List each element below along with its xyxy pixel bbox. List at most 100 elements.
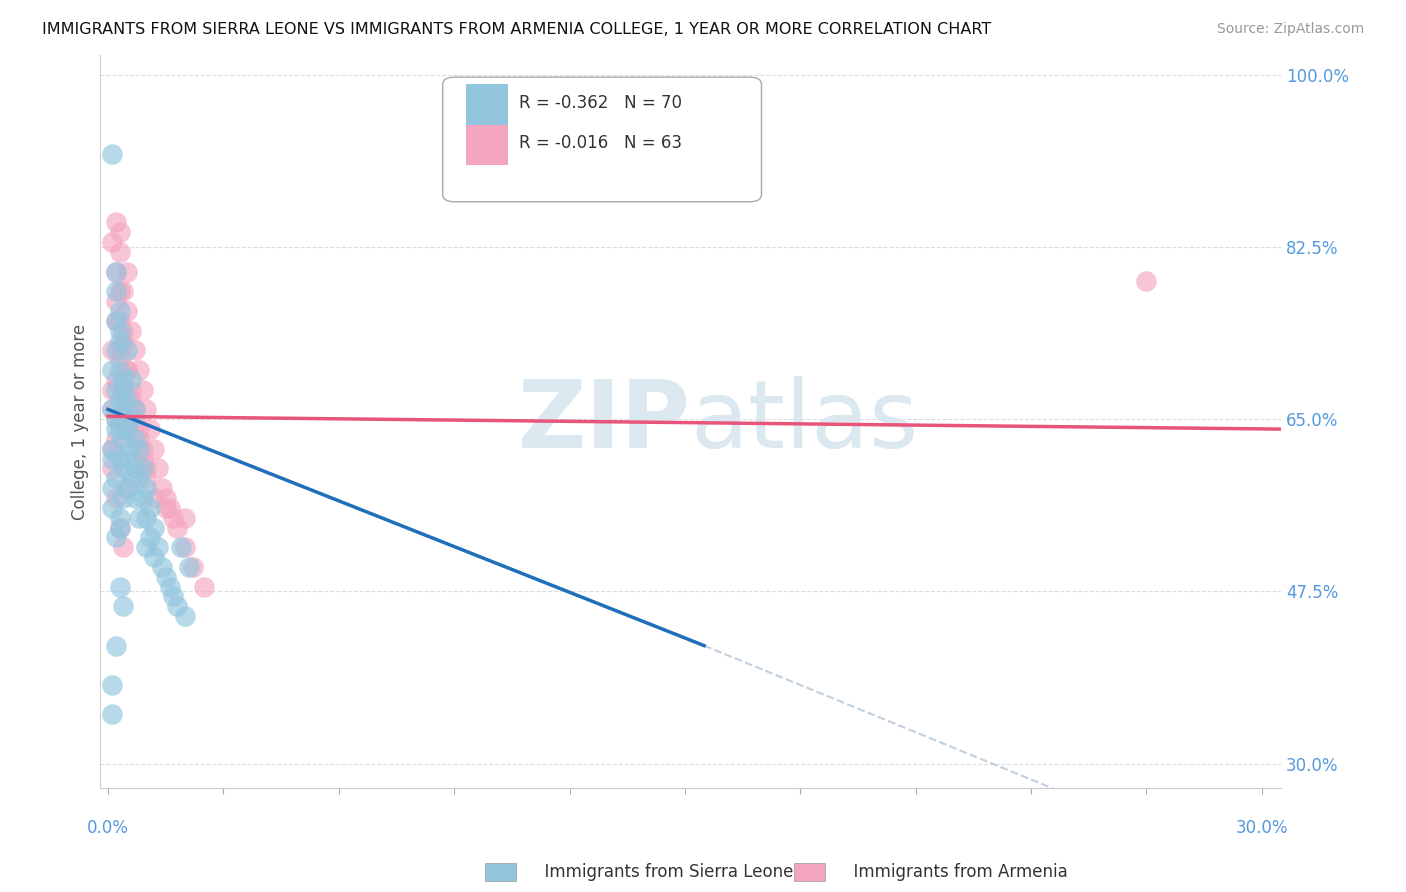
Point [104,215,127,229]
Point [104,314,127,328]
Point [120,442,142,456]
Text: R = -0.362   N = 70: R = -0.362 N = 70 [519,94,682,112]
Point [139,422,162,436]
Point [104,294,127,309]
Point [135,481,157,495]
Point [104,314,127,328]
Point [101,442,124,456]
Point [117,422,139,436]
Point [117,304,139,318]
Text: R = -0.016   N = 63: R = -0.016 N = 63 [519,134,682,153]
Point [104,530,127,544]
Point [108,225,131,239]
Point [146,540,169,554]
Point [101,146,124,161]
Point [166,520,188,534]
Point [108,314,131,328]
Point [135,471,157,485]
Point [101,451,124,466]
Text: Immigrants from Sierra Leone: Immigrants from Sierra Leone [492,863,793,881]
Point [104,471,127,485]
Point [108,324,131,338]
Point [112,402,135,417]
Text: 0.0%: 0.0% [87,819,129,837]
Point [131,442,153,456]
Point [124,343,146,358]
Point [101,363,124,377]
Point [128,471,150,485]
Point [117,451,139,466]
Point [143,520,166,534]
Point [139,530,162,544]
Point [117,363,139,377]
Point [143,442,166,456]
Point [104,343,127,358]
Point [131,383,153,397]
Point [112,383,135,397]
Point [124,461,146,475]
Point [112,324,135,338]
Point [104,373,127,387]
Point [104,383,127,397]
FancyBboxPatch shape [467,85,508,125]
Point [101,343,124,358]
Point [112,491,135,505]
Point [120,383,142,397]
Point [131,491,153,505]
Point [124,402,146,417]
Point [135,402,157,417]
Point [166,599,188,614]
Point [101,442,124,456]
Point [108,392,131,407]
Point [108,520,131,534]
Point [112,383,135,397]
Point [170,540,193,554]
Point [181,560,204,574]
Point [112,461,135,475]
Point [101,707,124,722]
Point [117,265,139,279]
Text: 30.0%: 30.0% [1236,819,1288,837]
Point [124,491,146,505]
Point [104,491,127,505]
Point [120,324,142,338]
Point [104,432,127,446]
Point [108,285,131,299]
Point [135,540,157,554]
Point [108,244,131,259]
Point [135,510,157,524]
Point [120,392,142,407]
Point [101,461,124,475]
FancyBboxPatch shape [467,125,508,165]
Point [120,373,142,387]
Point [128,432,150,446]
Point [139,500,162,515]
Point [174,609,197,624]
Point [120,471,142,485]
Point [128,442,150,456]
Point [104,285,127,299]
Point [112,373,135,387]
Point [108,451,131,466]
Point [112,334,135,348]
Point [117,481,139,495]
Point [108,520,131,534]
Point [101,383,124,397]
FancyBboxPatch shape [443,77,762,202]
Point [135,461,157,475]
Point [112,432,135,446]
Point [159,580,181,594]
Point [101,481,124,495]
Point [108,422,131,436]
Point [124,432,146,446]
Point [174,510,197,524]
Point [101,678,124,692]
Point [108,353,131,368]
Point [108,343,131,358]
Point [162,510,184,524]
Point [101,402,124,417]
Point [162,590,184,604]
Point [177,560,200,574]
Point [112,540,135,554]
Point [124,402,146,417]
